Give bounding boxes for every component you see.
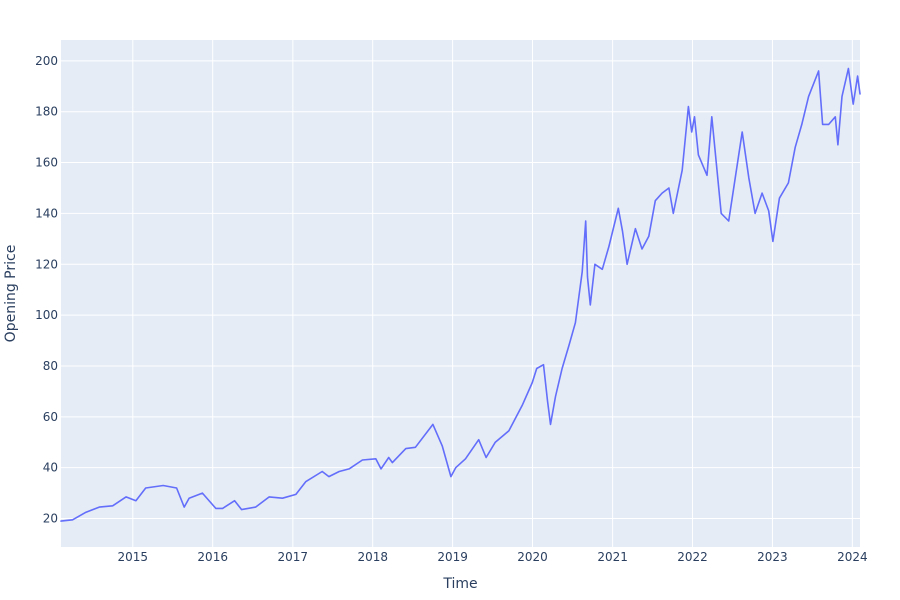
x-axis-ticks: 2015 2016 2017 2018 2019 2020 2021 2022 2023 2024 xyxy=(118,550,868,564)
x-tick-label: 2019 xyxy=(437,550,468,564)
y-tick-label: 200 xyxy=(35,54,58,68)
series-line xyxy=(60,67,861,522)
y-tick-label: 60 xyxy=(43,410,58,424)
y-tick-label: 80 xyxy=(43,359,58,373)
grid-lines xyxy=(61,40,860,547)
x-tick-label: 2016 xyxy=(197,550,228,564)
x-tick-label: 2024 xyxy=(837,550,868,564)
y-tick-label: 100 xyxy=(35,308,58,322)
y-tick-label: 120 xyxy=(35,257,58,271)
x-tick-label: 2015 xyxy=(118,550,149,564)
y-tick-label: 180 xyxy=(35,105,58,119)
y-tick-label: 160 xyxy=(35,156,58,170)
x-tick-label: 2022 xyxy=(677,550,708,564)
y-axis-title: Opening Price xyxy=(3,245,19,343)
x-tick-label: 2021 xyxy=(597,550,628,564)
x-axis-title: Time xyxy=(442,576,477,592)
x-tick-label: 2020 xyxy=(517,550,548,564)
y-tick-label: 20 xyxy=(43,512,58,526)
y-tick-label: 140 xyxy=(35,206,58,220)
x-tick-label: 2017 xyxy=(278,550,309,564)
y-axis-ticks: 20 40 60 80 100 120 140 160 180 200 xyxy=(35,54,58,526)
x-tick-label: 2018 xyxy=(357,550,388,564)
plot-area xyxy=(61,40,860,547)
y-tick-label: 40 xyxy=(43,461,58,475)
x-tick-label: 2023 xyxy=(757,550,788,564)
data-series xyxy=(60,67,861,522)
